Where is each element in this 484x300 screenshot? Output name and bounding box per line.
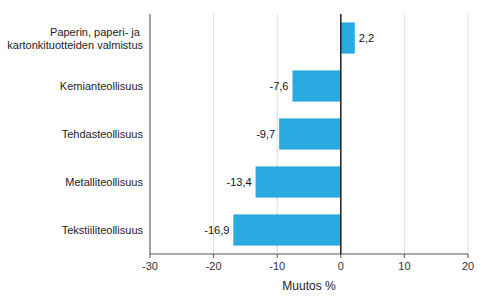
- bar: [279, 118, 341, 149]
- tick-mark: [277, 254, 278, 258]
- bar: [292, 70, 340, 101]
- x-axis-label: Muutos %: [282, 279, 336, 293]
- chart: -30 -20 -10 0 10 20 Tekstiiliteollisuus Metalli…: [0, 0, 484, 300]
- bar: [341, 22, 355, 53]
- tick-label: 0: [338, 260, 344, 272]
- grid: [150, 14, 468, 254]
- tick-mark: [150, 254, 151, 258]
- grid-line: [213, 14, 214, 254]
- grid-line: [150, 14, 151, 254]
- category-label: Paperin, paperi- ja kartonkituotteiden v…: [7, 26, 143, 51]
- category-label: Tekstiiliteollisuus: [62, 224, 144, 236]
- tick-mark: [468, 254, 469, 258]
- x-axis-line: [150, 254, 468, 255]
- zero-line: [340, 14, 342, 254]
- grid-line: [340, 14, 341, 254]
- data-label: 2,2: [359, 32, 374, 44]
- data-label: -16,9: [204, 224, 229, 236]
- category-label: Kemianteollisuus: [60, 80, 144, 92]
- category-label: Metalliteollisuus: [65, 176, 143, 188]
- grid-line: [468, 14, 469, 254]
- tick-label: -20: [206, 260, 222, 272]
- tick-label: 10: [398, 260, 410, 272]
- tick-mark: [340, 254, 341, 258]
- category-label: Tehdasteollisuus: [62, 128, 144, 140]
- bar: [233, 214, 340, 245]
- tick-mark: [213, 254, 214, 258]
- bar: [256, 166, 341, 197]
- data-label: -7,6: [269, 80, 288, 92]
- tick-mark: [404, 254, 405, 258]
- tick-label: -10: [269, 260, 285, 272]
- bars: [233, 22, 354, 245]
- grid-line: [404, 14, 405, 254]
- chart-container: -30 -20 -10 0 10 20 Tekstiiliteollisuus Metalli…: [0, 0, 484, 300]
- tick-label: -30: [142, 260, 158, 272]
- y-axis-line: [150, 14, 151, 254]
- tick-label: 20: [462, 260, 474, 272]
- data-label: -13,4: [226, 176, 251, 188]
- data-label: -9,7: [256, 128, 275, 140]
